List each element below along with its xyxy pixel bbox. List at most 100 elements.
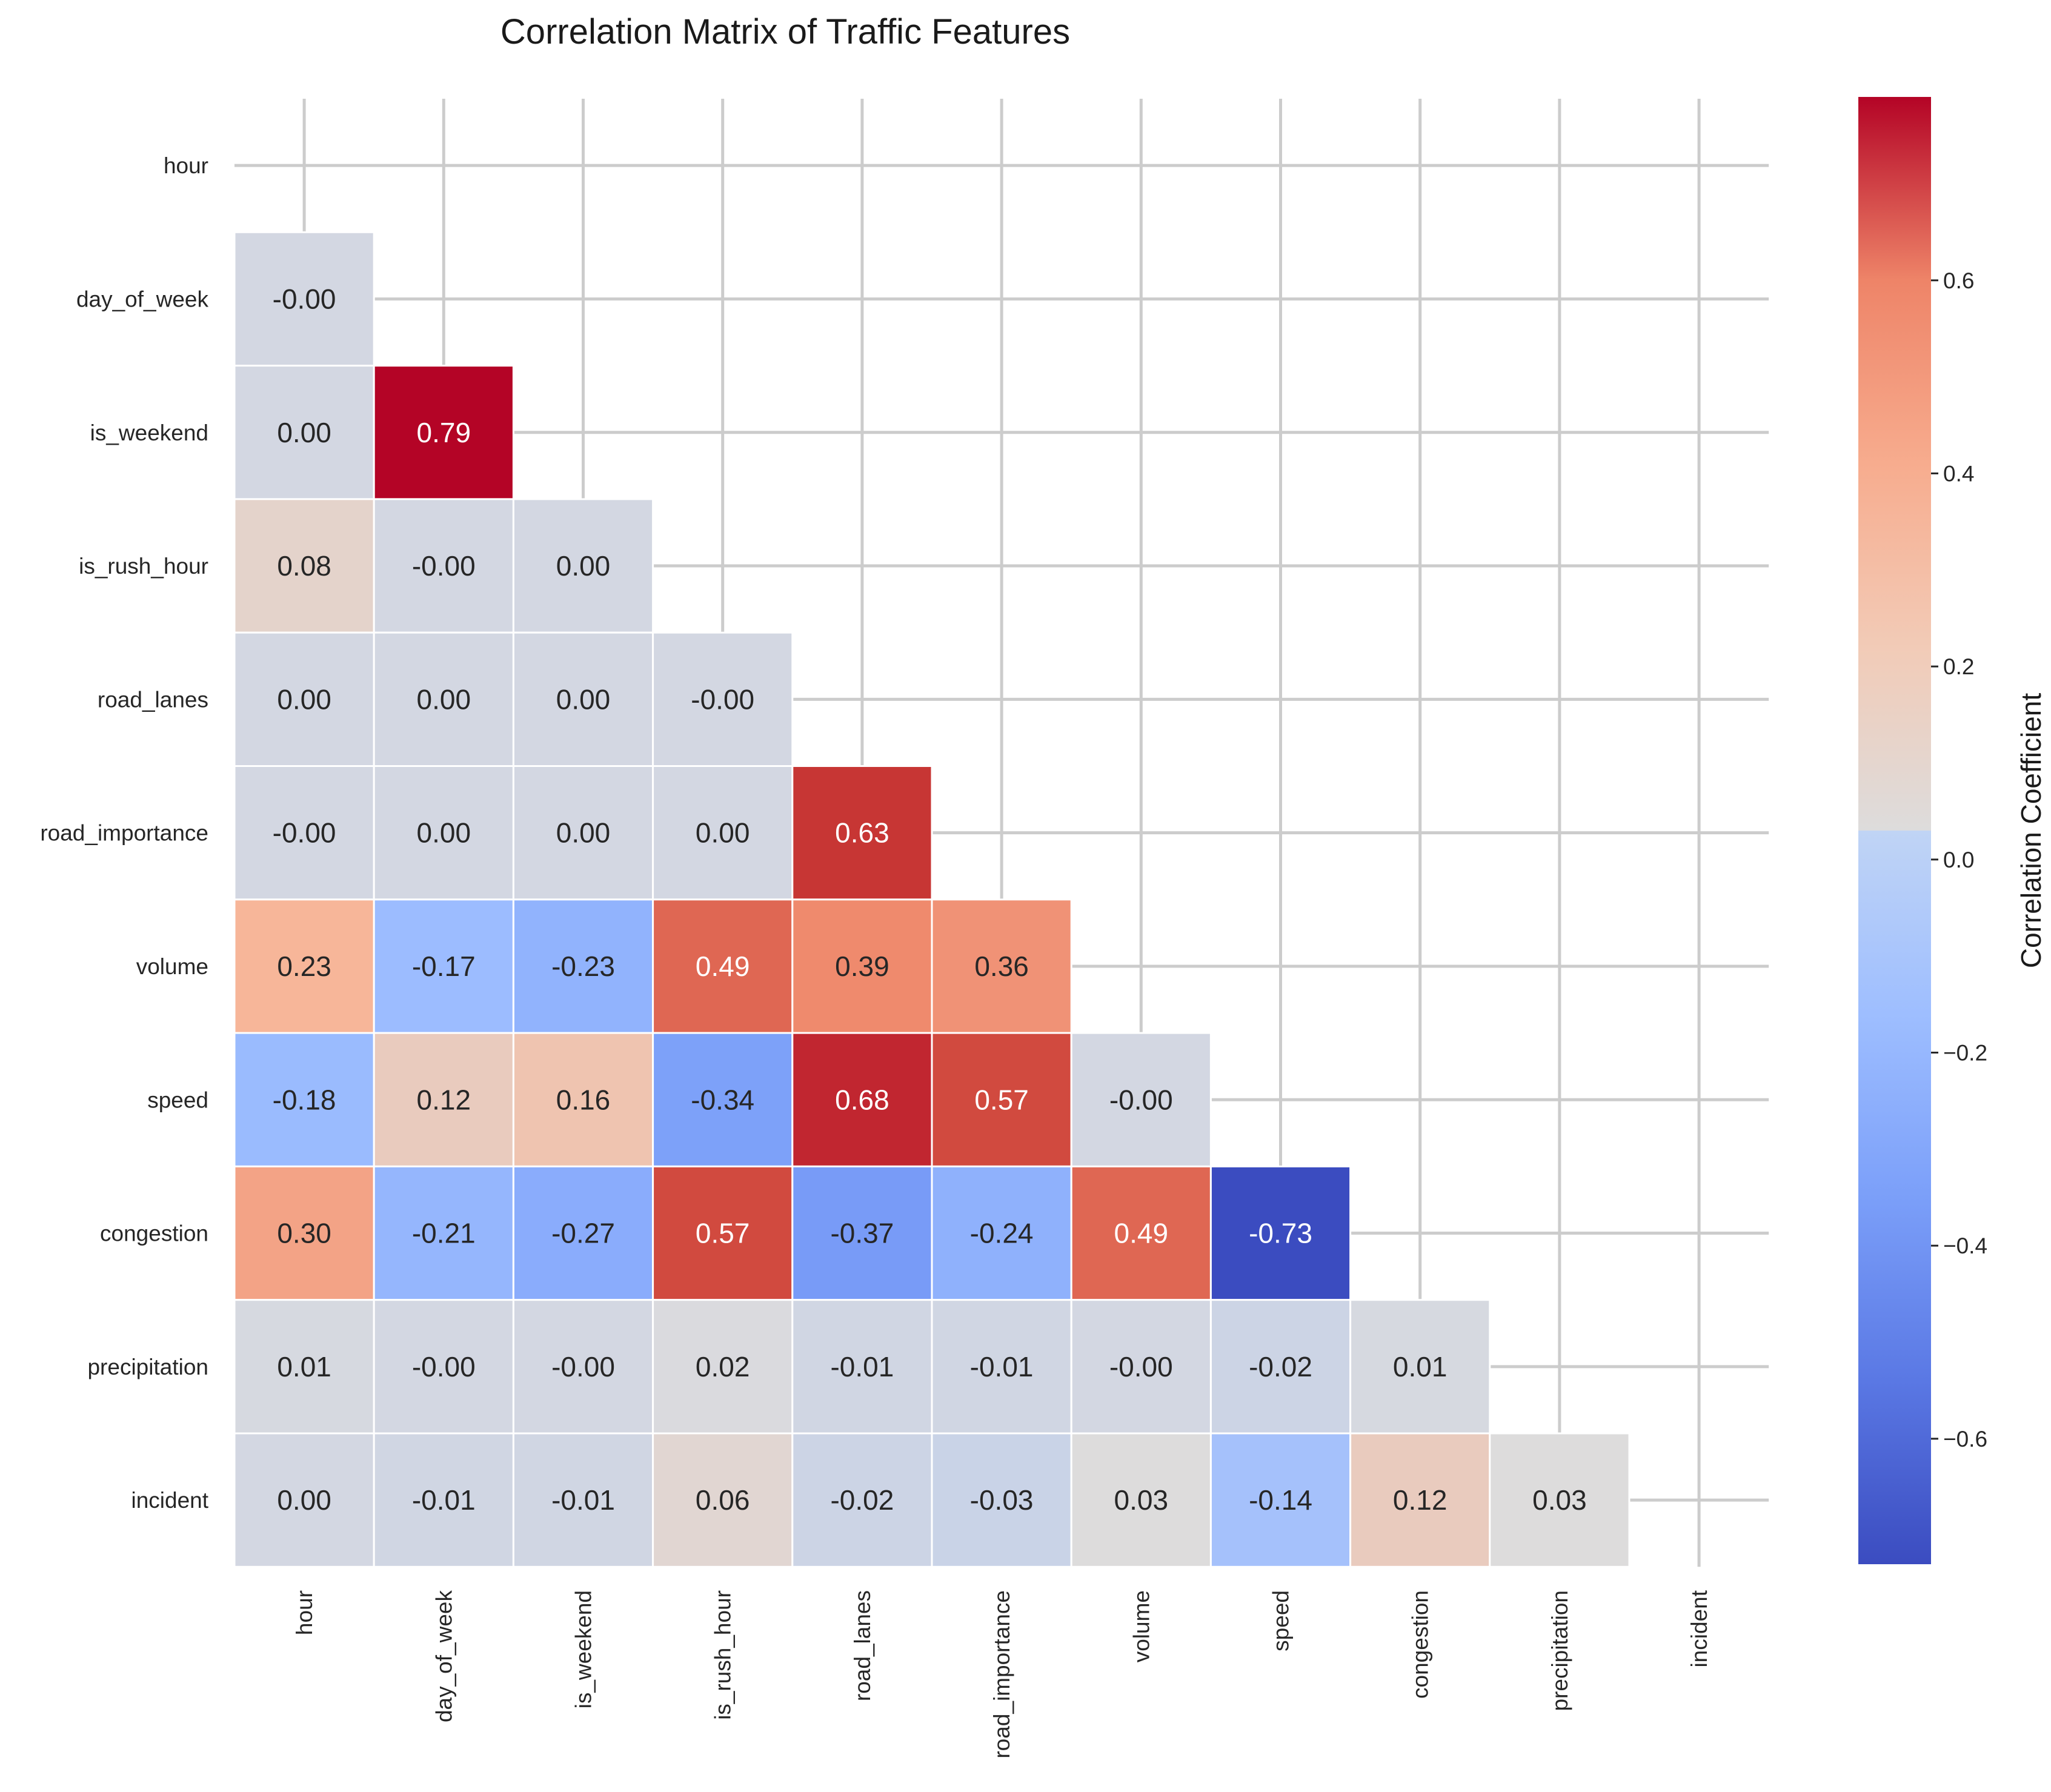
heatmap-cell — [652, 1032, 794, 1167]
cell-value-label: 0.57 — [696, 1218, 750, 1249]
cell-value-label: -0.00 — [412, 550, 476, 582]
cell-value-label: 0.12 — [1393, 1484, 1448, 1516]
cell-value-label: -0.01 — [830, 1351, 894, 1382]
x-tick-label: hour — [292, 1590, 317, 1635]
heatmap-cell — [373, 498, 514, 634]
cell-value-label: 0.00 — [696, 817, 750, 849]
y-tick-label: road_lanes — [98, 687, 208, 712]
heatmap-cell — [791, 1165, 933, 1301]
cell-value-label: -0.21 — [412, 1218, 476, 1249]
cell-value-label: 0.79 — [417, 417, 471, 448]
cell-value-label: -0.24 — [970, 1218, 1034, 1249]
heatmap-cell — [1070, 1165, 1212, 1301]
cell-value-label: -0.02 — [1249, 1351, 1312, 1382]
heatmap-cell — [512, 498, 654, 634]
colorbar-label: Correlation Coefficient — [2015, 693, 2047, 968]
heatmap-cell — [931, 1299, 1072, 1435]
heatmap-cell — [373, 765, 514, 901]
cell-value-label: 0.00 — [277, 417, 331, 448]
cell-value-label: -0.00 — [1109, 1084, 1173, 1115]
heatmap-cell — [1209, 1165, 1352, 1301]
heatmap-cell — [1070, 1432, 1212, 1568]
cell-value-label: -0.00 — [691, 683, 754, 715]
heatmap-cell — [931, 898, 1072, 1034]
cell-value-label: -0.23 — [551, 951, 615, 982]
cell-value-label: -0.27 — [551, 1218, 615, 1249]
heatmap-cell — [1489, 1432, 1630, 1568]
y-tick-label: precipitation — [87, 1355, 208, 1379]
heatmap-cell — [652, 765, 794, 901]
cell-value-label: 0.00 — [277, 683, 331, 715]
heatmap-cell — [791, 1432, 933, 1568]
x-tick-label: congestion — [1408, 1590, 1433, 1699]
cell-value-label: -0.00 — [273, 817, 336, 849]
cell-value-label: -0.00 — [551, 1351, 615, 1382]
heatmap-cell — [233, 765, 375, 901]
heatmap-cell — [652, 1432, 794, 1568]
cell-value-label: 0.23 — [277, 951, 331, 982]
cell-value-label: 0.02 — [696, 1351, 750, 1382]
heatmap-cell — [1209, 1299, 1352, 1435]
heatmap-cell — [373, 1299, 514, 1435]
x-tick-label: road_importance — [989, 1590, 1014, 1759]
cell-value-label: -0.02 — [830, 1484, 894, 1516]
y-tick-label: volume — [136, 954, 208, 979]
colorbar-tick-label: 0.0 — [1943, 848, 1974, 872]
x-tick-label: incident — [1687, 1590, 1712, 1667]
cell-value-label: -0.03 — [970, 1484, 1034, 1516]
cell-value-label: 0.00 — [277, 1484, 331, 1516]
cell-value-label: -0.34 — [691, 1084, 754, 1115]
colorbar-gradient — [1858, 97, 1931, 1564]
heatmap-cell — [931, 1432, 1072, 1568]
x-tick-label: volume — [1129, 1590, 1154, 1662]
colorbar-tick-label: −0.4 — [1943, 1233, 1987, 1258]
heatmap-cell — [512, 1032, 654, 1167]
cell-value-label: -0.00 — [273, 283, 336, 314]
colorbar-tick-label: 0.4 — [1943, 461, 1974, 486]
heatmap-cell — [1209, 1432, 1352, 1568]
heatmap-cell — [791, 765, 933, 901]
cell-value-label: 0.03 — [1532, 1484, 1587, 1516]
colorbar-tick-label: −0.2 — [1943, 1040, 1987, 1065]
cell-value-label: 0.49 — [696, 951, 750, 982]
cell-value-label: -0.73 — [1249, 1218, 1312, 1249]
y-tick-label: is_rush_hour — [79, 554, 208, 579]
cell-value-label: 0.63 — [835, 817, 889, 849]
cell-value-label: 0.00 — [556, 550, 611, 582]
cell-value-label: 0.30 — [277, 1218, 331, 1249]
y-tick-label: hour — [164, 153, 208, 178]
colorbar-tick-label: −0.6 — [1943, 1427, 1987, 1452]
x-tick-labels: hour day_of_week is_weekend is_rush_hour roa… — [292, 1590, 1712, 1758]
cell-value-label: -0.01 — [412, 1484, 476, 1516]
heatmap-cell — [233, 1165, 375, 1301]
heatmap-cell — [233, 1432, 375, 1568]
cell-value-label: -0.17 — [412, 951, 476, 982]
cell-value-label: 0.36 — [974, 951, 1029, 982]
cell-value-label: 0.08 — [277, 550, 331, 582]
heatmap-cell — [652, 1165, 794, 1301]
y-tick-label: road_importance — [40, 821, 208, 846]
cell-value-label: 0.06 — [696, 1484, 750, 1516]
cell-value-label: 0.00 — [417, 683, 471, 715]
heatmap-cell — [1349, 1432, 1491, 1568]
x-tick-label: is_weekend — [571, 1590, 596, 1708]
heatmap-cell — [1070, 1032, 1212, 1167]
heatmap-cell — [1070, 1299, 1212, 1435]
y-tick-label: speed — [147, 1087, 208, 1112]
heatmap-cell — [233, 898, 375, 1034]
colorbar: 0.6 0.4 0.2 0.0 −0.2 −0.4 −0.6 — [1858, 97, 1987, 1564]
heatmap-cell — [233, 498, 375, 634]
colorbar-tick-label: 0.6 — [1943, 268, 1974, 293]
y-tick-label: congestion — [100, 1221, 208, 1246]
cell-value-label: 0.57 — [974, 1084, 1029, 1115]
cell-value-label: 0.68 — [835, 1084, 889, 1115]
y-tick-label: incident — [131, 1488, 208, 1513]
cell-value-label: 0.39 — [835, 951, 889, 982]
heatmap-cell — [931, 1165, 1072, 1301]
cell-value-label: 0.00 — [556, 817, 611, 849]
heatmap-cell — [233, 1299, 375, 1435]
cell-value-label: 0.00 — [417, 817, 471, 849]
heatmap-cell — [512, 1165, 654, 1301]
